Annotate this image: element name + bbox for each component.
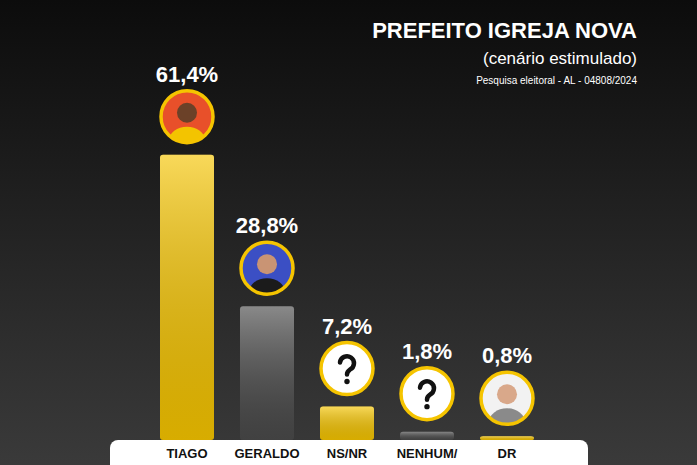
avatar-head xyxy=(497,384,517,404)
avatar-border xyxy=(401,368,453,420)
avatar-head xyxy=(257,254,277,274)
title: PREFEITO IGREJA NOVA xyxy=(372,18,637,43)
avatar-border xyxy=(321,343,373,395)
avatar xyxy=(241,242,293,306)
data-label: 28,8% xyxy=(236,213,298,238)
bar xyxy=(480,436,534,440)
subtitle: (cenário estimulado) xyxy=(483,49,637,68)
bar xyxy=(240,306,294,440)
category-box xyxy=(110,440,588,465)
avatar-bg xyxy=(401,368,453,420)
category-label: GERALDO xyxy=(235,446,300,461)
avatar xyxy=(161,91,213,155)
question-icon xyxy=(420,381,434,399)
avatar-border xyxy=(241,242,293,294)
data-label: 61,4% xyxy=(156,62,218,87)
bar xyxy=(160,155,214,440)
avatar xyxy=(321,343,373,395)
avatar-bg xyxy=(321,343,373,395)
category-label: NS/NR xyxy=(327,446,368,461)
question-dot xyxy=(424,404,429,409)
bar-shine xyxy=(400,432,454,440)
data-label: 1,8% xyxy=(402,339,452,364)
avatar-head xyxy=(177,103,197,123)
bar-shine xyxy=(480,436,534,440)
bar-shine xyxy=(240,306,294,440)
category-label: TIAGO xyxy=(166,446,207,461)
bar-shine xyxy=(160,155,214,440)
avatar xyxy=(401,368,453,420)
avatar-photo xyxy=(481,372,533,436)
bar-shine xyxy=(320,407,374,440)
category-label: DR xyxy=(498,446,517,461)
category-label: NENHUM/ xyxy=(397,446,458,461)
data-label: 7,2% xyxy=(322,314,372,339)
question-dot xyxy=(344,379,349,384)
note: Pesquisa eleitoral - AL - 04808/2024 xyxy=(476,75,637,86)
avatar-border xyxy=(481,372,533,424)
avatar xyxy=(481,372,533,436)
avatar-photo xyxy=(241,242,293,306)
data-label: 0,8% xyxy=(482,343,532,368)
avatar-photo xyxy=(161,91,213,155)
question-icon xyxy=(340,356,354,374)
chart: PREFEITO IGREJA NOVA (cenário estimulado)… xyxy=(0,0,697,465)
background xyxy=(0,0,697,465)
bar xyxy=(400,432,454,440)
bar xyxy=(320,407,374,440)
avatar-border xyxy=(161,91,213,143)
